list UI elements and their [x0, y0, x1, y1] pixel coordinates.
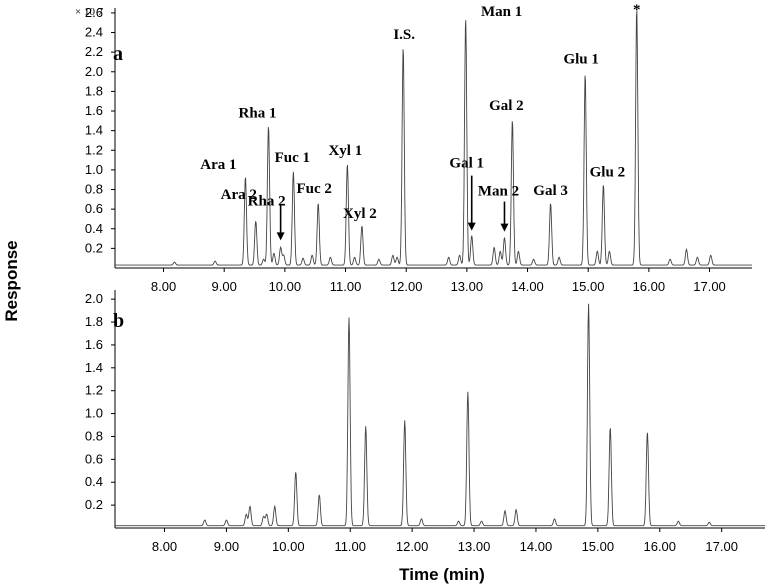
peak-label: Ara 2	[221, 187, 257, 203]
x-tick-label: 17.00	[693, 279, 726, 294]
y-exponent-label: × 10 7	[75, 6, 104, 18]
peak-point	[465, 17, 466, 18]
peak-point	[647, 431, 648, 432]
y-tick-label: 2.0	[85, 291, 103, 306]
peak-point	[347, 163, 348, 164]
x-axis-title: Time (min)	[399, 565, 485, 584]
y-tick-label: 1.4	[85, 123, 103, 138]
y-tick-label: 1.0	[85, 162, 103, 177]
x-tick-label: 14.00	[520, 539, 553, 554]
peak-label: Gal 2	[489, 98, 524, 114]
y-tick-label: 2.2	[85, 44, 103, 59]
x-tick-label: 10.00	[272, 539, 305, 554]
peak-point	[512, 119, 513, 120]
panel-b: 0.2 0.4 0.6 0.8 1.0 1.2 1.4 1.6 1.8 2.0 8.00 9.00 10…	[85, 290, 765, 554]
x-tick-label: 12.00	[396, 539, 429, 554]
peak-label: Rha 2	[248, 193, 286, 209]
x-tick-label: 9.00	[212, 279, 237, 294]
peak-point	[550, 203, 551, 204]
chromatogram-trace	[115, 10, 752, 266]
x-tick-label: 12.00	[390, 279, 423, 294]
peak-point	[585, 73, 586, 74]
peak-point	[610, 427, 611, 428]
x-tick-label: 13.00	[458, 539, 491, 554]
y-tick-label: 1.2	[85, 142, 103, 157]
y-axis-title: Response	[2, 240, 21, 321]
y-tick-label: 0.8	[85, 182, 103, 197]
panel-letter: b	[113, 310, 124, 332]
peak-label: Xyl 1	[328, 143, 362, 159]
x-tick-label: 16.00	[633, 279, 666, 294]
x-tick-label: 11.00	[334, 539, 366, 554]
y-tick-label: 0.2	[85, 497, 103, 512]
peak-label: Fuc 1	[275, 150, 310, 166]
x-tick-label: 16.00	[643, 539, 676, 554]
y-tick-label: 0.8	[85, 428, 103, 443]
x-tick-label: 8.00	[152, 539, 177, 554]
y-tick-label: 1.8	[85, 314, 103, 329]
peak-point	[268, 125, 269, 126]
peak-label: Fuc 2	[297, 181, 332, 197]
y-tick-label: 1.4	[85, 360, 103, 375]
y-tick-label: 2.0	[85, 64, 103, 79]
peak-label: Xyl 2	[343, 206, 377, 222]
x-tick-label: 11.00	[330, 279, 362, 294]
x-tick-label: 17.00	[705, 539, 738, 554]
peak-point	[403, 47, 404, 48]
panel-letter: a	[113, 43, 123, 65]
y-tick-label: 2.4	[85, 25, 103, 40]
x-tick-label: 15.00	[582, 539, 615, 554]
peak-label: Rha 1	[239, 106, 277, 122]
peak-label: I.S.	[393, 27, 415, 43]
x-tick-label: 9.00	[214, 539, 239, 554]
x-tick-label: 15.00	[572, 279, 605, 294]
x-tick-label: 13.00	[451, 279, 484, 294]
y-tick-label: 0.4	[85, 221, 103, 236]
peak-label: Ara 1	[200, 157, 236, 173]
peak-label: *	[633, 2, 641, 18]
y-tick-label: 1.8	[85, 83, 103, 98]
chromatogram-trace	[115, 303, 765, 527]
y-tick-label: 2.6	[85, 5, 103, 20]
panel-a: 0.2 0.4 0.6 0.8 1.0 1.2 1.4 1.6 1.8 2.0 2.2 2.4 2.6 8…	[75, 2, 752, 294]
peak-label: Man 2	[478, 184, 519, 200]
y-tick-label: 0.6	[85, 201, 103, 216]
peak-label: Gal 1	[449, 156, 484, 172]
y-tick-label: 0.2	[85, 240, 103, 255]
y-tick-label: 1.0	[85, 406, 103, 421]
peak-label: Gal 3	[533, 183, 568, 199]
y-tick-label: 0.4	[85, 474, 103, 489]
x-tick-label: 10.00	[269, 279, 302, 294]
peak-label: Glu 2	[590, 165, 625, 181]
x-tick-label: 8.00	[151, 279, 176, 294]
peak-point	[603, 184, 604, 185]
peak-point	[245, 176, 246, 177]
y-tick-label: 1.6	[85, 103, 103, 118]
x-tick-label: 14.00	[511, 279, 544, 294]
arrow-head	[500, 223, 509, 232]
y-tick-label: 1.2	[85, 383, 103, 398]
arrow-head	[276, 232, 285, 241]
peak-label: Glu 1	[563, 52, 598, 68]
peak-point	[318, 203, 319, 204]
y-tick-label: 1.6	[85, 337, 103, 352]
peak-label: Man 1	[481, 4, 522, 20]
y-tick-label: 0.6	[85, 451, 103, 466]
arrow-head	[467, 222, 476, 231]
